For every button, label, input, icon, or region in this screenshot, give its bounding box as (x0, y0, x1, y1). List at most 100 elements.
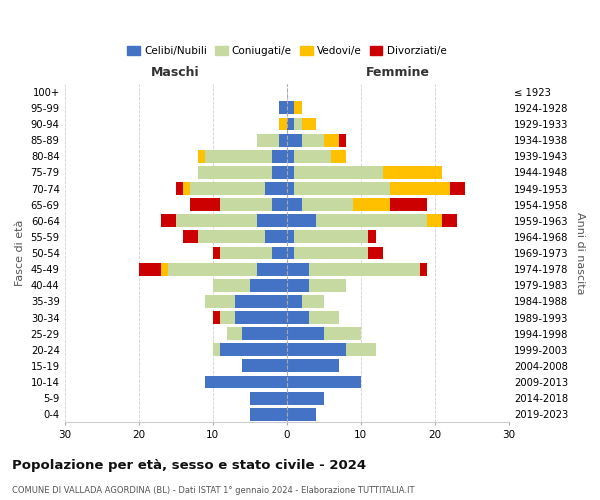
Bar (287, 198, 302, 211)
Bar (287, 134, 302, 146)
Bar (287, 279, 309, 291)
Bar (346, 344, 376, 356)
Bar (309, 262, 420, 276)
Bar (235, 311, 287, 324)
Y-axis label: Fasce di età: Fasce di età (15, 220, 25, 286)
Bar (183, 230, 198, 243)
Bar (183, 182, 190, 195)
Bar (324, 134, 338, 146)
Bar (272, 246, 287, 260)
Bar (309, 279, 346, 291)
Bar (391, 182, 450, 195)
Bar (280, 118, 287, 130)
Bar (302, 134, 324, 146)
Legend: Celibi/Nubili, Coniugati/e, Vedovi/e, Divorziati/e: Celibi/Nubili, Coniugati/e, Vedovi/e, Di… (123, 42, 451, 60)
Text: Maschi: Maschi (151, 66, 200, 79)
Bar (280, 102, 287, 114)
Bar (368, 246, 383, 260)
Bar (205, 150, 272, 162)
Bar (287, 376, 361, 388)
Bar (235, 295, 287, 308)
Bar (287, 102, 294, 114)
Bar (294, 102, 302, 114)
Bar (294, 182, 391, 195)
Bar (302, 118, 316, 130)
Bar (287, 262, 309, 276)
Bar (427, 214, 442, 227)
Bar (287, 246, 294, 260)
Bar (287, 392, 324, 404)
Bar (220, 246, 272, 260)
Bar (287, 166, 294, 179)
Bar (265, 230, 287, 243)
Bar (280, 134, 287, 146)
Bar (205, 295, 235, 308)
Bar (287, 150, 294, 162)
Bar (287, 295, 302, 308)
Bar (287, 118, 294, 130)
Bar (316, 214, 427, 227)
Bar (257, 262, 287, 276)
Bar (198, 230, 265, 243)
Bar (287, 182, 294, 195)
Bar (242, 360, 287, 372)
Bar (450, 182, 464, 195)
Bar (309, 311, 338, 324)
Bar (383, 166, 442, 179)
Bar (168, 262, 257, 276)
Bar (212, 246, 220, 260)
Bar (420, 262, 427, 276)
Bar (176, 182, 183, 195)
Bar (198, 150, 205, 162)
Bar (302, 295, 324, 308)
Bar (353, 198, 391, 211)
Bar (212, 279, 250, 291)
Y-axis label: Anni di nascita: Anni di nascita (575, 212, 585, 294)
Bar (190, 182, 265, 195)
Bar (294, 230, 368, 243)
Bar (161, 214, 176, 227)
Bar (368, 230, 376, 243)
Bar (190, 198, 220, 211)
Bar (442, 214, 457, 227)
Bar (242, 327, 287, 340)
Bar (265, 182, 287, 195)
Bar (250, 279, 287, 291)
Bar (324, 327, 361, 340)
Bar (257, 214, 287, 227)
Bar (272, 150, 287, 162)
Bar (250, 408, 287, 420)
Bar (294, 166, 383, 179)
Bar (287, 344, 346, 356)
Bar (294, 246, 368, 260)
Bar (212, 344, 220, 356)
Text: Femmine: Femmine (366, 66, 430, 79)
Bar (220, 198, 272, 211)
Bar (338, 134, 346, 146)
Bar (287, 311, 309, 324)
Bar (220, 344, 287, 356)
Bar (287, 327, 324, 340)
Bar (294, 118, 302, 130)
Bar (139, 262, 161, 276)
Bar (198, 166, 272, 179)
Bar (205, 376, 287, 388)
Bar (161, 262, 168, 276)
Bar (272, 198, 287, 211)
Bar (294, 150, 331, 162)
Bar (287, 214, 316, 227)
Bar (212, 311, 220, 324)
Bar (220, 311, 235, 324)
Bar (250, 392, 287, 404)
Text: Popolazione per età, sesso e stato civile - 2024: Popolazione per età, sesso e stato civil… (12, 460, 366, 472)
Bar (272, 166, 287, 179)
Bar (287, 230, 294, 243)
Bar (331, 150, 346, 162)
Bar (176, 214, 257, 227)
Text: COMUNE DI VALLADA AGORDINA (BL) - Dati ISTAT 1° gennaio 2024 - Elaborazione TUTT: COMUNE DI VALLADA AGORDINA (BL) - Dati I… (12, 486, 415, 495)
Bar (287, 408, 316, 420)
Bar (302, 198, 353, 211)
Bar (227, 327, 242, 340)
Bar (391, 198, 427, 211)
Bar (257, 134, 280, 146)
